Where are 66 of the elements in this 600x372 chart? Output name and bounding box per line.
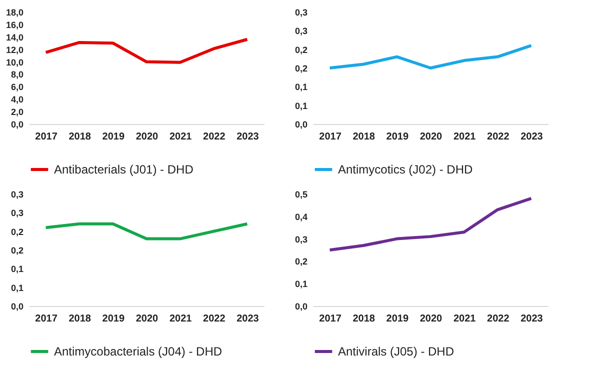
- y-tick-label: 0,0: [294, 302, 308, 312]
- y-tick-label: 0,3: [294, 26, 308, 36]
- y-tick-label: 0,1: [10, 264, 24, 274]
- x-tick-label: 2018: [352, 132, 376, 142]
- y-tick-label: 0,0: [10, 302, 24, 312]
- x-tick-label: 2019: [102, 132, 125, 142]
- x-tick-label: 2017: [35, 132, 58, 142]
- x-tick-label: 2023: [520, 132, 544, 142]
- y-tick-label: 0,3: [294, 8, 308, 18]
- y-tick-label: 0,5: [294, 190, 308, 200]
- y-tick-label: 4,0: [10, 94, 24, 105]
- y-tick-label: 0,3: [10, 190, 24, 200]
- x-tick-label: 2021: [453, 132, 476, 142]
- y-tick-label: 8,0: [10, 70, 24, 80]
- x-tick-label: 2020: [136, 314, 159, 324]
- y-tick-label: 0,3: [294, 234, 308, 244]
- y-tick-label: 0,1: [10, 282, 24, 293]
- x-tick-label: 2018: [68, 132, 92, 142]
- x-tick-label: 2022: [203, 314, 226, 324]
- y-tick-label: 10,0: [6, 57, 24, 68]
- x-tick-label: 2017: [319, 314, 342, 324]
- y-tick-label: 0,2: [10, 246, 24, 256]
- x-tick-label: 2020: [420, 132, 443, 142]
- x-tick-label: 2020: [420, 314, 443, 324]
- x-tick-label: 2023: [236, 314, 260, 324]
- line-series: [328, 196, 533, 252]
- x-tick-label: 2021: [169, 314, 192, 324]
- y-tick-label: 0,1: [294, 82, 308, 92]
- x-tick-label: 2018: [352, 314, 376, 324]
- y-tick-label: 18,0: [6, 8, 24, 18]
- x-tick-label: 2022: [487, 314, 510, 324]
- y-tick-label: 0,2: [10, 226, 24, 237]
- y-tick-label: 0,1: [294, 279, 308, 290]
- y-tick-label: 0,3: [10, 208, 24, 218]
- y-tick-label: 2,0: [10, 107, 24, 118]
- y-tick-label: 0,0: [294, 120, 308, 130]
- line-series: [328, 44, 533, 70]
- y-tick-label: 16,0: [6, 20, 24, 30]
- y-tick-label: 6,0: [10, 82, 24, 92]
- x-tick-label: 2018: [68, 314, 92, 324]
- x-tick-label: 2021: [453, 314, 476, 324]
- line-series: [44, 38, 249, 64]
- y-tick-label: 0,4: [294, 212, 308, 222]
- y-tick-label: 0,2: [294, 256, 308, 267]
- y-tick-label: 0,2: [294, 64, 308, 74]
- legend-label: Antimycotics (J02) - DHD: [338, 162, 474, 176]
- x-tick-label: 2019: [386, 314, 409, 324]
- x-tick-label: 2019: [102, 314, 125, 324]
- legend-label: Antibacterials (J01) - DHD: [54, 162, 194, 176]
- x-tick-label: 2017: [35, 314, 58, 324]
- x-tick-label: 2023: [236, 132, 260, 142]
- line-series: [44, 222, 249, 240]
- legend-label: Antivirals (J05) - DHD: [338, 344, 454, 358]
- x-tick-label: 2023: [520, 314, 544, 324]
- x-tick-label: 2022: [487, 132, 510, 142]
- y-tick-label: 0,1: [294, 100, 308, 111]
- legend-label: Antimycobacterials (J04) - DHD: [54, 344, 222, 358]
- y-tick-label: 0,2: [294, 44, 308, 55]
- x-tick-label: 2021: [169, 132, 192, 142]
- x-tick-label: 2019: [386, 132, 409, 142]
- x-tick-label: 2022: [203, 132, 226, 142]
- y-tick-label: 12,0: [6, 44, 24, 55]
- y-tick-label: 0,0: [10, 120, 24, 130]
- x-tick-label: 2020: [136, 132, 159, 142]
- y-tick-label: 14,0: [6, 32, 24, 42]
- x-tick-label: 2017: [319, 132, 342, 142]
